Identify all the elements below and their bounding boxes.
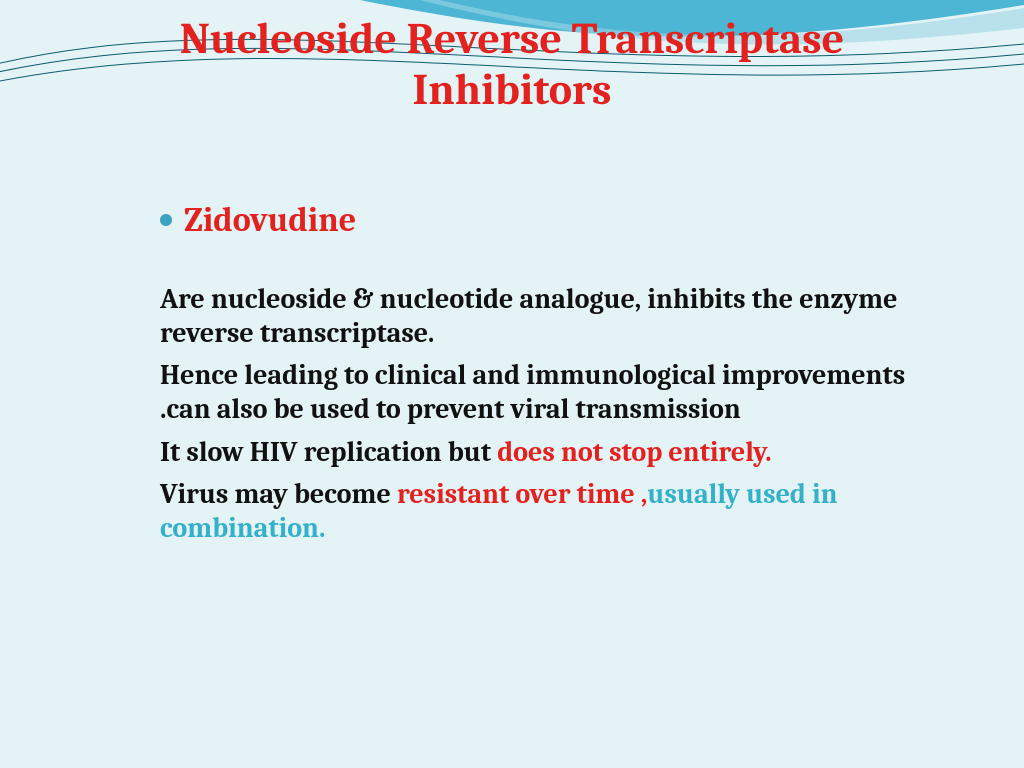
- paragraph: Are nucleoside & nucleotide analogue, in…: [160, 282, 930, 350]
- paragraph: It slow HIV replication but does not sto…: [160, 435, 930, 469]
- text-run: resistant over time ,: [397, 478, 647, 510]
- slide-content: Zidovudine Are nucleoside & nucleotide a…: [160, 200, 930, 553]
- text-run: does not stop entirely.: [497, 436, 771, 468]
- bullet-label: Zidovudine: [184, 200, 356, 240]
- text-run: Virus may become: [160, 478, 397, 510]
- bullet-dot-icon: [160, 214, 172, 226]
- slide-title: Nucleoside Reverse Transcriptase Inhibit…: [0, 14, 1024, 115]
- bullet-item: Zidovudine: [160, 200, 930, 240]
- paragraph: Virus may become resistant over time ,us…: [160, 477, 930, 545]
- paragraph: Hence leading to clinical and immunologi…: [160, 358, 930, 426]
- text-run: Are nucleoside & nucleotide analogue, in…: [160, 283, 897, 349]
- text-run: Hence leading to clinical and immunologi…: [160, 359, 905, 425]
- text-run: It slow HIV replication but: [160, 436, 497, 468]
- slide: Nucleoside Reverse Transcriptase Inhibit…: [0, 0, 1024, 768]
- paragraph-list: Are nucleoside & nucleotide analogue, in…: [160, 282, 930, 545]
